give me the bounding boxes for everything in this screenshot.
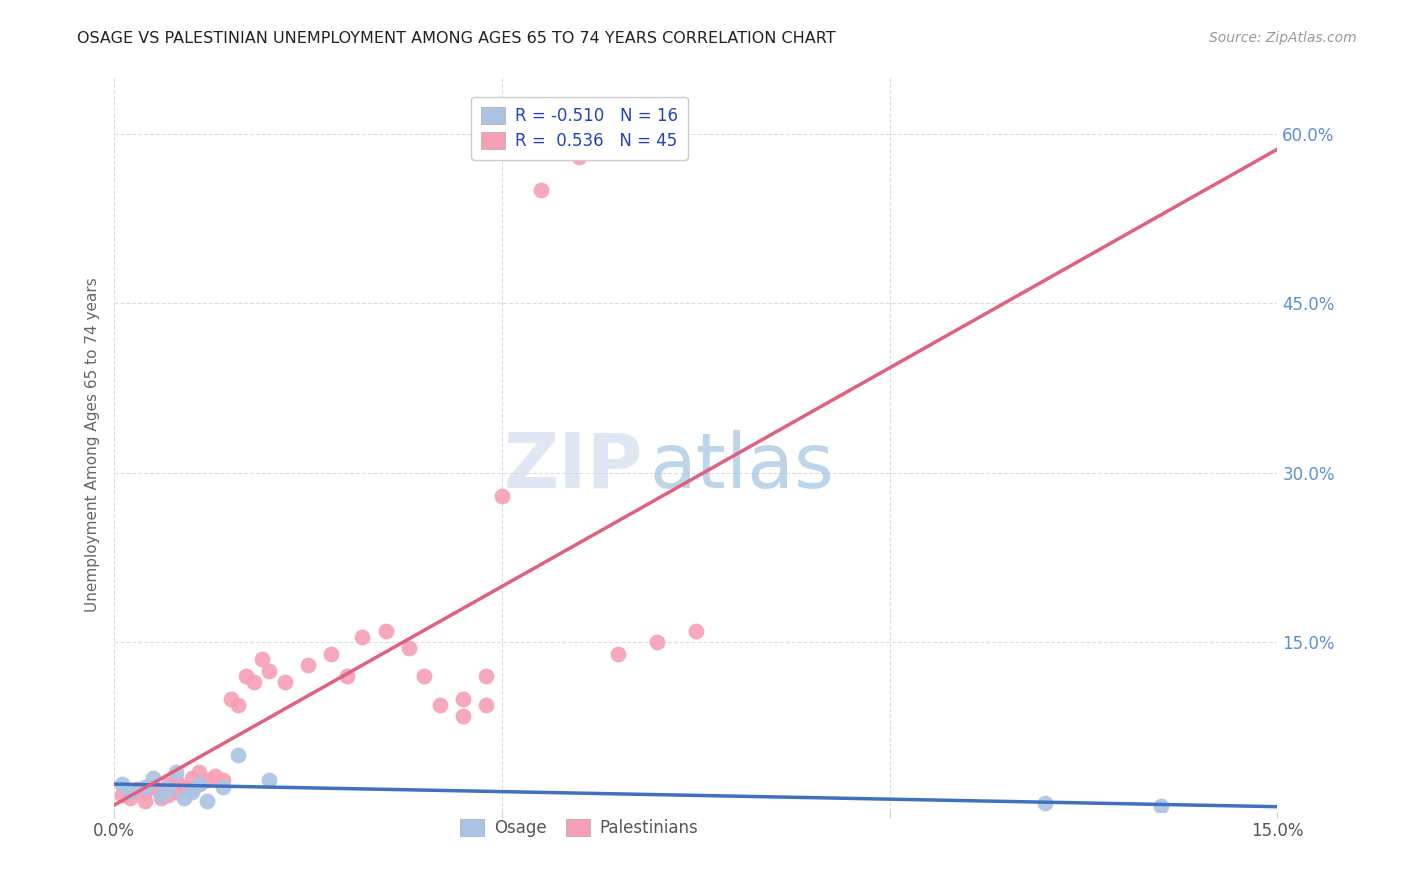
Point [645, 635, 668, 649]
Point [180, 784, 202, 798]
Point [226, 698, 249, 712]
Point [157, 777, 180, 791]
Legend: Osage, Palestinians: Osage, Palestinians [454, 813, 706, 844]
Point [413, 669, 436, 683]
Point [118, 784, 141, 798]
Point [530, 183, 553, 197]
Point [157, 782, 180, 797]
Point [188, 777, 211, 791]
Point [259, 773, 281, 788]
Point [235, 669, 257, 683]
Text: atlas: atlas [650, 430, 834, 504]
Point [149, 788, 172, 802]
Point [274, 675, 297, 690]
Point [188, 777, 211, 791]
Point [226, 748, 249, 763]
Point [297, 658, 319, 673]
Point [157, 788, 180, 802]
Point [134, 784, 156, 798]
Point [429, 698, 451, 712]
Point [180, 782, 202, 797]
Point [165, 765, 187, 780]
Point [211, 773, 233, 788]
Point [134, 780, 156, 794]
Point [134, 794, 156, 808]
Point [149, 784, 172, 798]
Point [242, 675, 264, 690]
Point [142, 771, 165, 785]
Point [475, 669, 498, 683]
Point [475, 698, 498, 712]
Point [374, 624, 396, 639]
Point [204, 769, 226, 783]
Point [336, 669, 359, 683]
Point [259, 664, 281, 678]
Text: ZIP: ZIP [503, 430, 644, 504]
Point [211, 780, 233, 794]
Point [149, 791, 172, 805]
Point [165, 784, 187, 798]
Point [321, 647, 343, 661]
Point [195, 794, 218, 808]
Y-axis label: Unemployment Among Ages 65 to 74 years: Unemployment Among Ages 65 to 74 years [86, 277, 100, 612]
Text: Source: ZipAtlas.com: Source: ZipAtlas.com [1209, 31, 1357, 45]
Point [111, 777, 134, 791]
Point [685, 624, 707, 639]
Point [142, 780, 165, 794]
Point [491, 488, 513, 502]
Point [195, 773, 218, 788]
Point [173, 780, 195, 794]
Point [111, 788, 134, 802]
Point [173, 791, 195, 805]
Point [1150, 799, 1173, 814]
Point [250, 652, 273, 666]
Point [607, 647, 630, 661]
Point [188, 765, 211, 780]
Point [1033, 796, 1056, 810]
Point [219, 692, 242, 706]
Point [118, 791, 141, 805]
Point [127, 782, 149, 797]
Point [398, 641, 420, 656]
Point [352, 630, 374, 644]
Point [451, 692, 474, 706]
Text: OSAGE VS PALESTINIAN UNEMPLOYMENT AMONG AGES 65 TO 74 YEARS CORRELATION CHART: OSAGE VS PALESTINIAN UNEMPLOYMENT AMONG … [77, 31, 837, 46]
Point [165, 773, 187, 788]
Point [451, 709, 474, 723]
Point [180, 771, 202, 785]
Point [568, 149, 591, 163]
